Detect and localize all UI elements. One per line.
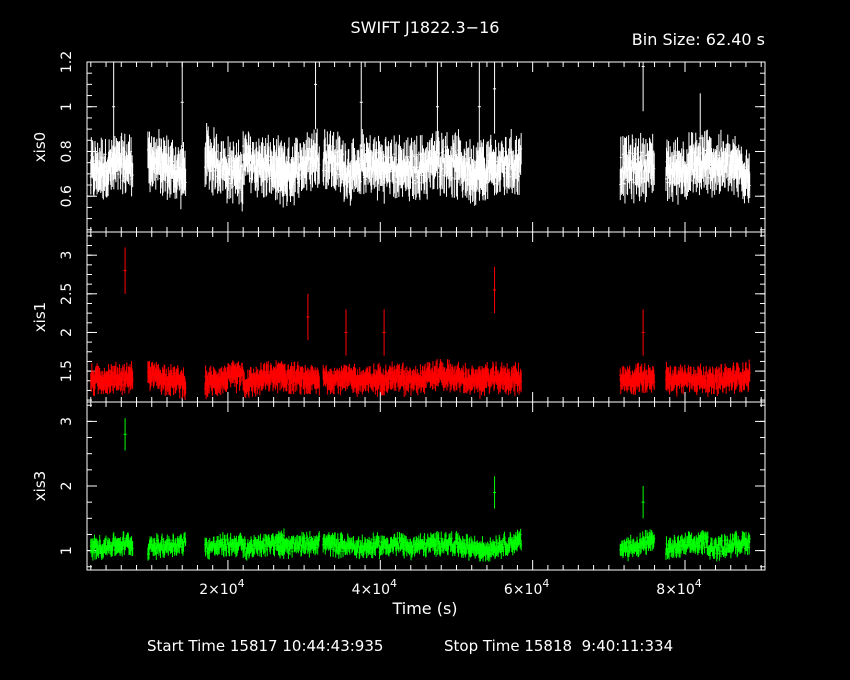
panel-frame [86,61,766,233]
bin-size-label: Bin Size: 62.40 s [632,30,765,49]
y-tick-label: 3 [59,417,75,426]
y-tick-label: 0.8 [59,140,75,162]
y-tick-label: 3 [59,251,75,260]
panel-xis0: 0.6 0.8 1 1.2 xis0 [31,51,766,233]
series-xis3 [89,418,751,562]
y-tick-label: 1 [59,102,75,111]
series-xis1 [89,247,751,400]
y-axis-label: xis3 [31,471,49,501]
y-tick-label: 2 [59,328,75,337]
panel-xis1: 1.5 2 2.5 3 xis1 [31,231,766,403]
y-tick-label: 1 [59,546,75,555]
y-tick-label: 2.5 [59,283,75,305]
y-tick-label: 1.2 [59,51,75,73]
series-xis0 [89,62,751,212]
y-axis-label: xis0 [31,132,49,162]
y-tick-label: 2 [59,482,75,491]
y-tick-label: 0.6 [59,185,75,207]
y-axis-label: xis1 [31,302,49,332]
panel-xis3: 1 2 3 xis3 [31,401,766,571]
y-tick-label: 1.5 [59,360,75,382]
panels: 0.6 0.8 1 1.2 xis0 1.5 2 2.5 3 xis1 1 2 3 xis3 [31,51,766,571]
chart-title: SWIFT J1822.3−16 [351,18,500,37]
